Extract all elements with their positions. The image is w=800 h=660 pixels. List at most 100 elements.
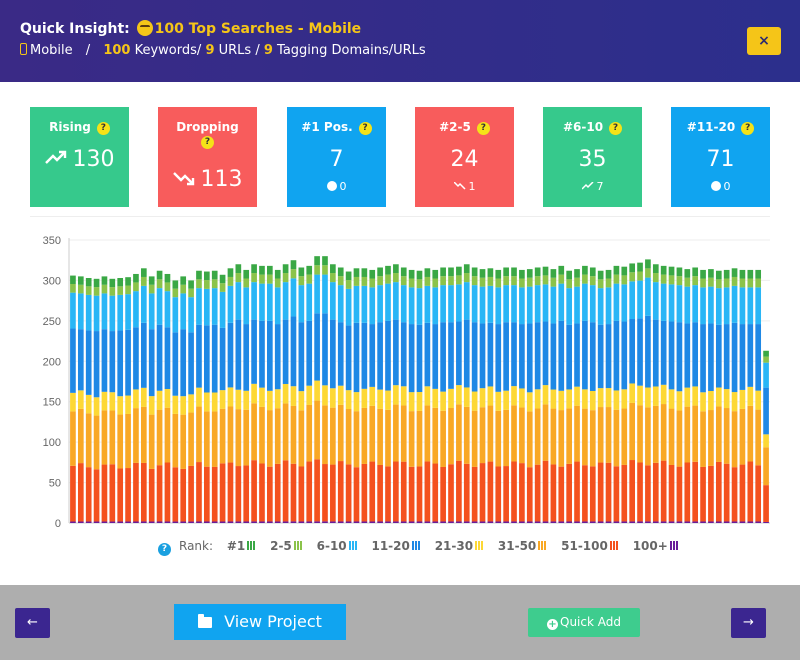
legend-label: 11-20 xyxy=(371,539,410,553)
legend-item[interactable]: 11-20 xyxy=(371,539,421,553)
bar-segment xyxy=(322,265,328,275)
bar-segment xyxy=(282,460,289,522)
bar-segment xyxy=(180,293,187,330)
bar-segment xyxy=(85,467,92,522)
help-icon[interactable]: ? xyxy=(96,122,110,135)
bar-segment xyxy=(93,287,100,296)
legend-item[interactable]: 6-10 xyxy=(317,539,358,553)
help-icon[interactable]: ? xyxy=(609,122,623,135)
bar-segment xyxy=(353,467,360,522)
bar-segment xyxy=(440,276,446,286)
bar-segment xyxy=(715,387,722,407)
bar-segment xyxy=(77,463,84,522)
bar-segment xyxy=(471,410,478,467)
bar-segment xyxy=(692,322,699,387)
bar-segment xyxy=(298,410,305,467)
plus-circle-icon: + xyxy=(547,619,558,630)
help-icon[interactable]: ? xyxy=(201,136,214,149)
bar-segment xyxy=(369,461,376,522)
divider xyxy=(30,216,770,217)
bar-segment xyxy=(156,390,163,410)
circle-icon xyxy=(710,181,721,191)
bar-segment xyxy=(290,316,297,387)
bar-segment xyxy=(345,390,352,410)
previous-button[interactable]: ← xyxy=(15,608,50,638)
bar-segment xyxy=(416,279,423,289)
bar-segment xyxy=(385,283,391,321)
bar-segment xyxy=(133,327,139,390)
bar-segment xyxy=(747,386,754,406)
bar-segment xyxy=(440,285,446,323)
bar-segment xyxy=(196,406,202,463)
card-sub: 7 xyxy=(543,180,642,193)
bar-segment xyxy=(306,283,313,321)
bar-segment xyxy=(574,286,580,324)
legend-item[interactable]: #1 xyxy=(227,539,257,553)
legend-item[interactable]: 51-100 xyxy=(561,539,619,553)
bar-segment xyxy=(668,408,675,465)
bar-segment xyxy=(519,269,525,279)
bar-segment xyxy=(534,521,541,523)
bar-segment xyxy=(393,319,399,386)
bar-segment xyxy=(140,406,147,463)
bar-segment xyxy=(676,521,683,523)
next-button[interactable]: → xyxy=(731,608,766,638)
bar-segment xyxy=(148,284,155,294)
bar-segment xyxy=(117,468,124,522)
bar-segment xyxy=(227,285,234,323)
bar-segment xyxy=(353,322,360,393)
bar-segment xyxy=(629,521,635,523)
bar-segment xyxy=(495,410,502,467)
bar-segment xyxy=(400,322,407,387)
bar-segment xyxy=(739,278,746,288)
bar-segment xyxy=(597,462,604,522)
help-icon[interactable]: ? xyxy=(741,122,755,135)
bar-segment xyxy=(211,279,218,289)
bar-segment xyxy=(715,324,722,388)
bar-segment xyxy=(361,322,368,389)
bar-segment xyxy=(298,521,305,523)
bar-segment xyxy=(314,313,320,381)
bar-segment xyxy=(645,521,651,523)
bar-segment xyxy=(715,270,722,280)
bar-segment xyxy=(456,460,462,522)
view-project-button[interactable]: View Project xyxy=(174,604,346,640)
bar-segment xyxy=(605,462,612,522)
bar-segment xyxy=(456,321,462,386)
bar-segment xyxy=(133,389,139,409)
card-sub: 0 xyxy=(287,180,386,193)
y-tick-label: 100 xyxy=(43,437,61,449)
bar-segment xyxy=(140,268,147,277)
bar-segment xyxy=(219,408,226,464)
bar-segment xyxy=(267,283,273,321)
help-icon[interactable]: ? xyxy=(476,122,490,135)
bar-segment xyxy=(164,462,171,522)
quick-add-button[interactable]: + Quick Add xyxy=(528,608,640,637)
help-icon[interactable]: ? xyxy=(158,543,171,556)
bar-segment xyxy=(597,388,604,408)
bar-segment xyxy=(471,521,478,523)
bar-segment xyxy=(290,278,297,317)
legend-item[interactable]: 2-5 xyxy=(270,539,303,553)
bar-segment xyxy=(668,464,675,522)
legend-item[interactable]: 21-30 xyxy=(434,539,485,553)
bar-segment xyxy=(227,521,234,523)
legend-item[interactable]: 31-50 xyxy=(498,539,548,553)
bar-segment xyxy=(172,332,179,396)
bar-segment xyxy=(85,294,92,331)
bar-segment xyxy=(196,270,202,280)
bar-segment xyxy=(377,285,383,323)
close-button[interactable]: × xyxy=(747,27,781,55)
bar-segment xyxy=(267,521,273,523)
bar-segment xyxy=(589,285,596,323)
help-icon[interactable]: ? xyxy=(358,122,372,135)
bar-segment xyxy=(684,521,691,523)
legend-label: 21-30 xyxy=(434,539,474,553)
bar-segment xyxy=(660,521,667,523)
bar-segment xyxy=(274,278,281,288)
bar-segment xyxy=(164,521,171,523)
bar-segment xyxy=(503,276,509,286)
bar-segment xyxy=(188,394,194,413)
bar-segment xyxy=(125,285,131,295)
legend-item[interactable]: 100+ xyxy=(633,539,679,553)
